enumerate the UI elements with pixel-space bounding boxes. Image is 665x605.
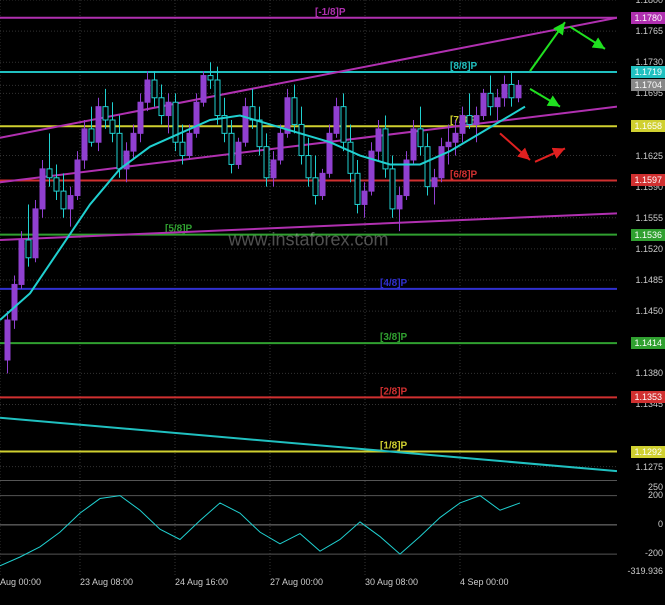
- y-axis-oscillator: 2502000-200-319.936: [617, 480, 665, 575]
- oscillator-svg: [0, 481, 617, 576]
- chart-container: [-1/8]P[8/8]P[7/8]P[6/8]P[5/8]P[4/8]P[3/…: [0, 0, 665, 605]
- main-price-chart[interactable]: [-1/8]P[8/8]P[7/8]P[6/8]P[5/8]P[4/8]P[3/…: [0, 0, 617, 480]
- watermark: www.instaforex.com: [228, 230, 388, 251]
- oscillator-panel[interactable]: [0, 480, 617, 575]
- svg-text:[1/8]P: [1/8]P: [380, 441, 408, 452]
- svg-text:[-1/8]P: [-1/8]P: [315, 7, 346, 18]
- svg-text:[4/8]P: [4/8]P: [380, 278, 408, 289]
- svg-text:[3/8]P: [3/8]P: [380, 332, 408, 343]
- svg-text:[8/8]P: [8/8]P: [450, 61, 478, 72]
- svg-text:[6/8]P: [6/8]P: [450, 169, 478, 180]
- y-axis-main: 1.12751.12921.13451.13801.14141.14501.14…: [617, 0, 665, 480]
- x-axis: Aug 00:0023 Aug 08:0024 Aug 16:0027 Aug …: [0, 575, 617, 605]
- svg-text:[2/8]P: [2/8]P: [380, 386, 408, 397]
